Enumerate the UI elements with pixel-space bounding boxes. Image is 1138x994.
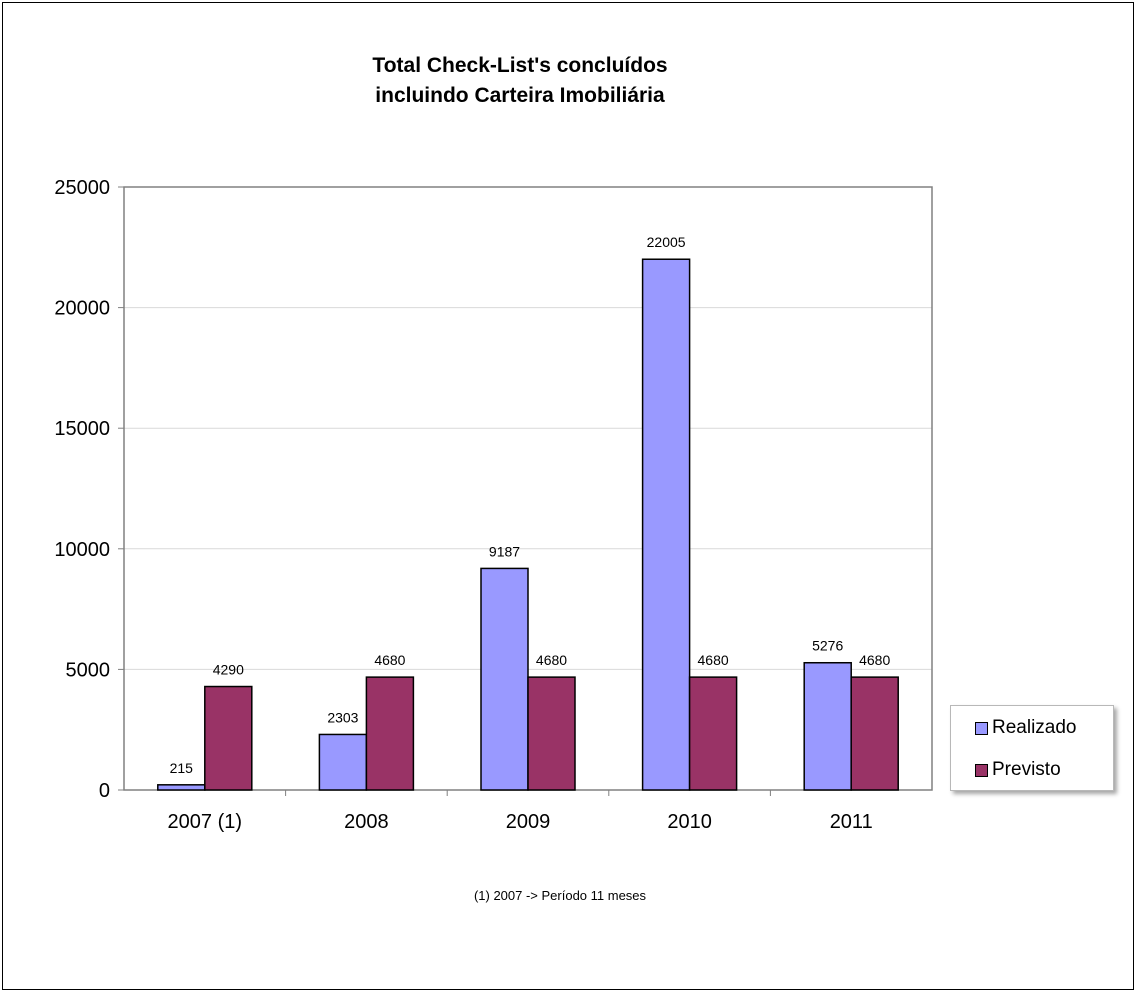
data-label: 4680 [374,652,405,668]
x-tick-label: 2011 [830,811,873,833]
x-tick-label: 2009 [506,811,551,833]
bar-realizado [157,784,206,791]
x-tick-label: 2008 [344,811,389,833]
bar-realizado [318,733,368,791]
bar-previsto [204,685,253,791]
bar-previsto [365,676,415,791]
y-tick-label: 15000 [54,418,110,440]
data-label: 4290 [213,662,244,678]
data-label: 5276 [812,638,843,654]
y-tick-label: 0 [99,780,110,802]
y-tick-label: 25000 [54,177,110,199]
bar-realizado [803,661,852,791]
legend-swatch-realizado [975,721,988,735]
data-label: 4680 [536,652,567,668]
y-tick-label: 20000 [54,298,110,320]
data-label: 2303 [327,709,358,725]
data-label: 9187 [489,543,520,559]
data-label: 4680 [698,652,729,668]
legend-swatch-previsto [975,763,988,777]
chart-legend: Realizado Previsto [950,705,1114,791]
legend-label-realizado: Realizado [992,717,1077,738]
y-tick-label: 5000 [66,659,111,681]
bar-realizado [641,258,691,791]
bar-previsto [527,676,576,791]
chart-title-line-2: incluindo Carteira Imobiliária [375,84,665,107]
legend-label-previsto: Previsto [992,759,1061,780]
chart-title-line-1: Total Check-List's concluídos [372,54,668,77]
data-label: 215 [170,760,194,776]
y-tick-label: 10000 [54,539,110,561]
x-tick-label: 2007 (1) [168,811,243,833]
bar-realizado [480,567,529,791]
legend-item-previsto: Previsto [975,758,1061,782]
data-label: 22005 [647,234,686,250]
x-tick-label: 2010 [667,811,712,833]
bar-previsto [850,676,899,791]
chart-footnote: (1) 2007 -> Período 11 meses [473,888,647,903]
data-label: 4680 [859,652,890,668]
legend-item-realizado: Realizado [975,716,1077,740]
bar-previsto [688,676,738,791]
